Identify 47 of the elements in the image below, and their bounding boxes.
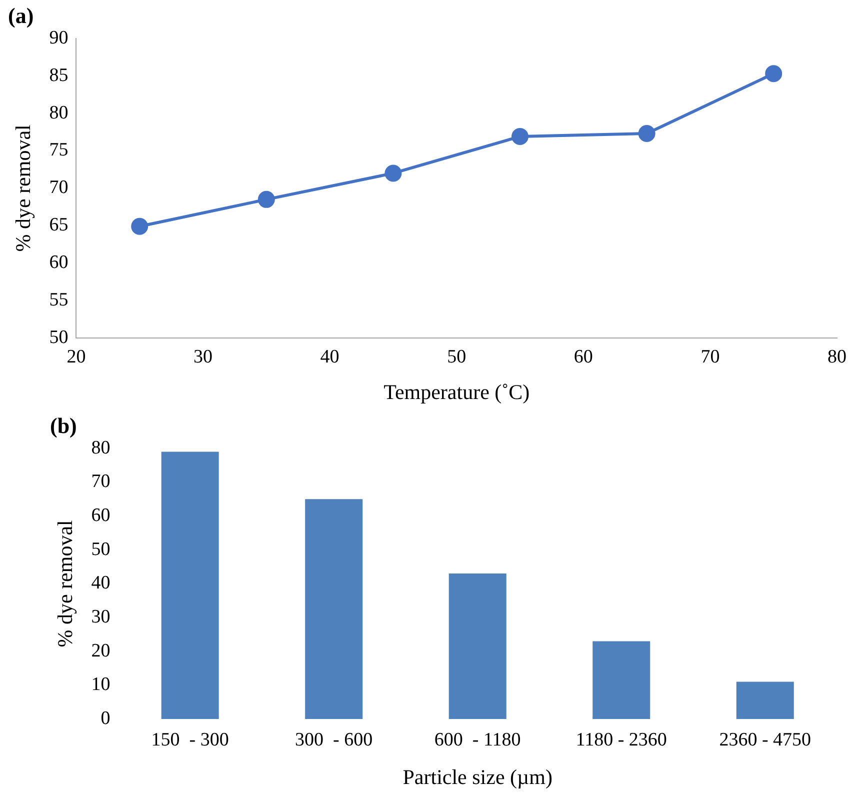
y-tick-label: 60 — [49, 252, 68, 274]
point — [765, 65, 782, 82]
point — [512, 128, 528, 146]
x-tick-label: 60 — [574, 346, 593, 368]
x-tick-label: 80 — [828, 346, 846, 368]
bar — [161, 452, 219, 719]
x-axis-title: Particle size (µm) — [402, 764, 552, 789]
x-tick-label: 30 — [194, 346, 212, 368]
bar — [592, 641, 650, 719]
x-tick-label: 40 — [320, 346, 340, 368]
x-tick-label: 50 — [447, 346, 466, 368]
point — [638, 125, 656, 142]
point — [384, 164, 402, 182]
y-tick-label: 0 — [100, 708, 110, 729]
x-tick-label: 150 - 300 — [151, 729, 229, 750]
x-tick-label: 1180 - 2360 — [576, 729, 667, 750]
bar — [448, 574, 506, 719]
y-tick-label: 85 — [49, 64, 68, 86]
point — [131, 218, 148, 235]
y-tick-label: 10 — [91, 674, 110, 696]
y-tick-label: 20 — [91, 640, 110, 662]
y-tick-label: 65 — [49, 214, 68, 236]
y-tick-label: 50 — [91, 538, 110, 560]
y-tick-label: 30 — [91, 606, 110, 628]
x-tick-label: 600 - 1180 — [434, 729, 521, 750]
chart-title: (a) — [8, 2, 34, 28]
y-axis-title: % dye removal — [11, 124, 36, 252]
y-axis-title: % dye removal — [53, 520, 78, 648]
y-tick-label: 75 — [49, 140, 68, 161]
y-tick-label: 70 — [49, 177, 68, 198]
x-axis-title: Temperature (˚C) — [384, 380, 530, 404]
y-tick-label: 40 — [91, 572, 110, 594]
bar — [305, 499, 363, 719]
x-tick-label: 20 — [66, 346, 86, 368]
chart-title: (b) — [50, 412, 77, 438]
y-tick-label: 80 — [49, 102, 68, 124]
x-tick-label: 300 - 600 — [295, 729, 373, 750]
point — [258, 190, 275, 208]
y-tick-label: 60 — [91, 505, 110, 526]
y-tick-label: 70 — [91, 471, 110, 492]
bar — [736, 682, 794, 719]
y-tick-label: 80 — [91, 437, 110, 458]
y-tick-label: 90 — [49, 27, 68, 48]
y-tick-label: 50 — [49, 326, 68, 348]
y-tick-label: 55 — [49, 290, 68, 311]
x-tick-label: 2360 - 4750 — [719, 729, 812, 750]
x-tick-label: 70 — [700, 346, 720, 368]
